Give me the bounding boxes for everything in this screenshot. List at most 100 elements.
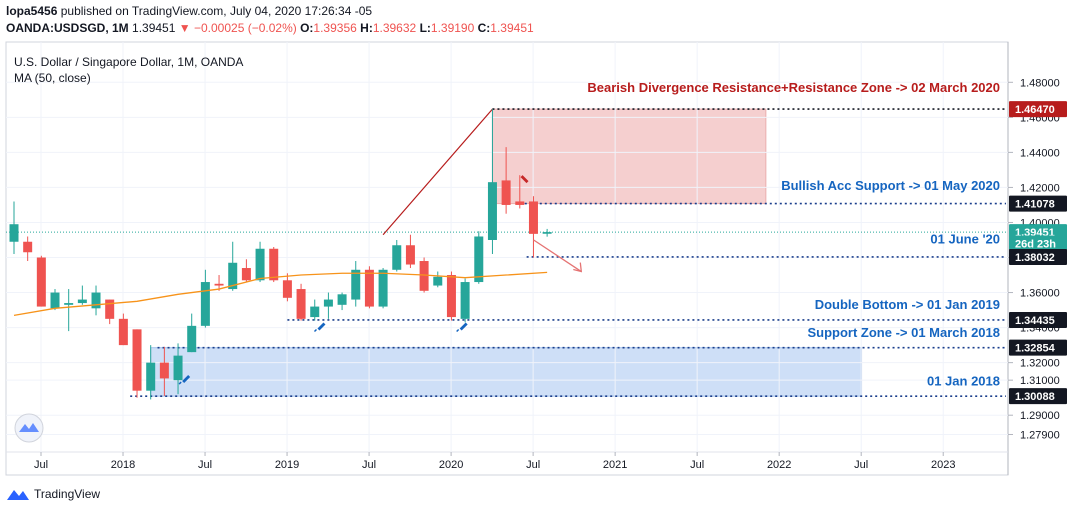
rocket-up-icon bbox=[456, 322, 468, 333]
price-badge bbox=[1009, 248, 1067, 265]
chart-pane[interactable] bbox=[5, 41, 1009, 476]
rocket-flame bbox=[178, 381, 182, 385]
price-badge bbox=[1009, 388, 1067, 405]
candle-body bbox=[159, 362, 169, 379]
projection-arrow-head bbox=[573, 262, 583, 273]
y-tick-label: 1.36000 bbox=[1020, 288, 1060, 300]
candle-body bbox=[528, 201, 538, 234]
annotation-label: Bearish Divergence Resistance+Resistance… bbox=[587, 80, 1000, 95]
candle-body bbox=[187, 325, 197, 353]
candle-body bbox=[228, 262, 238, 290]
candle-body bbox=[118, 318, 128, 346]
candle-body bbox=[378, 269, 388, 307]
annotation-label: 01 Jan 2018 bbox=[927, 373, 1000, 388]
candle-body bbox=[542, 232, 552, 234]
price-badge-label: 1.34435 bbox=[1015, 315, 1055, 327]
rocket-body bbox=[317, 322, 326, 331]
annotation-label: Double Bottom -> 01 Jan 2019 bbox=[815, 297, 1000, 312]
annotation-label: Support Zone -> 01 March 2018 bbox=[807, 325, 1000, 340]
candle-body bbox=[433, 276, 443, 286]
tradingview-logo-icon bbox=[7, 490, 29, 500]
price-badge-label: 1.41078 bbox=[1015, 199, 1055, 211]
candle-body bbox=[23, 241, 33, 253]
open-label: O: bbox=[300, 21, 314, 35]
projection-arrow bbox=[533, 239, 582, 273]
price-badge bbox=[1009, 195, 1067, 212]
candle-body bbox=[296, 289, 306, 319]
x-tick-label: 2022 bbox=[767, 459, 791, 471]
price-badge-label: 1.32854 bbox=[1015, 343, 1056, 355]
last-price: 1.39451 bbox=[132, 21, 176, 35]
candle-body bbox=[282, 280, 292, 298]
annotation-label: Bullish Acc Support -> 01 May 2020 bbox=[781, 178, 1000, 193]
publisher-name: lopa5456 bbox=[6, 4, 58, 18]
low-value: 1.39190 bbox=[430, 21, 475, 35]
rocket-down-icon bbox=[520, 175, 529, 184]
low-label: L: bbox=[419, 21, 431, 35]
x-tick-label: Jul bbox=[526, 459, 540, 471]
candle-body bbox=[419, 261, 429, 291]
annotation-label: 01 June '20 bbox=[930, 231, 1000, 246]
candle-body bbox=[323, 299, 333, 307]
rocket-flame bbox=[456, 328, 460, 333]
publish-info: lopa5456 published on TradingView.com, J… bbox=[6, 4, 372, 18]
candle-body bbox=[351, 269, 361, 300]
high-value: 1.39632 bbox=[372, 21, 417, 35]
x-tick-label: Jul bbox=[198, 459, 212, 471]
price-badge-label: 1.46470 bbox=[1015, 104, 1055, 116]
legend-title: U.S. Dollar / Singapore Dollar, 1M, OAND… bbox=[14, 55, 243, 69]
y-tick-label: 1.48000 bbox=[1020, 77, 1060, 89]
candle-body bbox=[36, 257, 46, 307]
candle-body bbox=[446, 275, 456, 318]
candle-body bbox=[50, 292, 60, 309]
candle-body bbox=[269, 248, 279, 281]
price-badge-label: 1.38032 bbox=[1015, 252, 1055, 264]
x-tick-label: 2019 bbox=[275, 459, 299, 471]
down-arrow-icon: ▼ bbox=[178, 21, 191, 35]
tv-watermark-icon bbox=[14, 413, 44, 443]
price-badge-label: 26d 23h bbox=[1015, 238, 1056, 250]
candle-body bbox=[255, 248, 265, 281]
candle-body bbox=[310, 306, 320, 318]
rocket-body bbox=[520, 175, 529, 184]
publish-text: published on TradingView.com, July 04, 2… bbox=[60, 4, 373, 18]
x-tick-label: Jul bbox=[34, 459, 48, 471]
price-badge bbox=[1009, 101, 1067, 118]
price-badge-label: 1.30088 bbox=[1015, 391, 1055, 403]
footer: TradingView bbox=[6, 487, 100, 501]
candle-body bbox=[474, 236, 484, 283]
x-tick-label: 2021 bbox=[603, 459, 627, 471]
divergence-trendline bbox=[382, 108, 493, 236]
y-tick-label: 1.27900 bbox=[1020, 429, 1060, 441]
candle-body bbox=[501, 180, 511, 205]
candle-body bbox=[364, 269, 374, 307]
y-tick-label: 1.32000 bbox=[1020, 358, 1060, 370]
rocket-up-icon bbox=[178, 375, 191, 385]
x-tick-label: 2018 bbox=[111, 459, 135, 471]
price-change: −0.00025 (−0.02%) bbox=[193, 21, 297, 35]
symbol-info: OANDA:USDSGD, 1M 1.39451 ▼ −0.00025 (−0.… bbox=[6, 21, 534, 35]
rocket-body bbox=[182, 375, 191, 384]
candle-body bbox=[105, 299, 115, 319]
candle-body bbox=[173, 355, 183, 381]
candle-body bbox=[214, 283, 224, 286]
symbol-name: OANDA:USDSGD, 1M bbox=[6, 21, 129, 35]
candle-body bbox=[392, 245, 402, 270]
candle-body bbox=[64, 303, 74, 305]
price-badge bbox=[1009, 339, 1067, 356]
candle-body bbox=[337, 294, 347, 305]
high-label: H: bbox=[360, 21, 373, 35]
candle-body bbox=[77, 299, 87, 304]
candle-body bbox=[487, 182, 497, 240]
price-badge bbox=[1009, 235, 1067, 252]
x-tick-label: Jul bbox=[690, 459, 704, 471]
open-value: 1.39356 bbox=[313, 21, 357, 35]
support-zone bbox=[150, 347, 863, 397]
y-tick-label: 1.44000 bbox=[1020, 147, 1060, 159]
candle-body bbox=[405, 245, 415, 265]
y-tick-label: 1.31000 bbox=[1020, 375, 1060, 387]
candle-body bbox=[91, 292, 101, 309]
y-tick-label: 1.42000 bbox=[1020, 182, 1060, 194]
candle-body bbox=[460, 282, 470, 319]
